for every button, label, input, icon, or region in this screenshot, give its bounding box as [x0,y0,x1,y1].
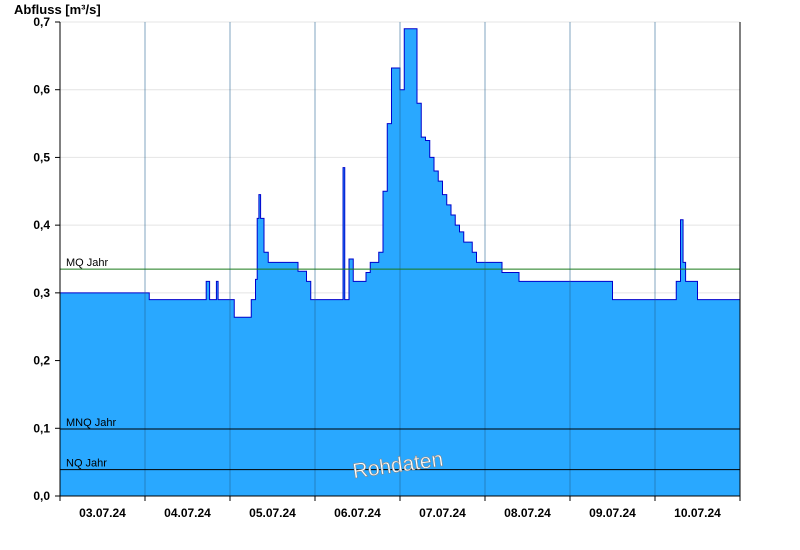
axes [55,21,741,501]
x-tick-label-2: 05.07.24 [249,506,296,520]
reference-lines: MQ Jahr MNQ Jahr NQ Jahr [60,257,740,471]
x-tick-label-1: 04.07.24 [164,506,211,520]
reference-label-mnq-jahr: MNQ Jahr [66,417,116,429]
x-tick-label-3: 06.07.24 [334,506,381,520]
y-tick-label-0: 0,0 [33,489,50,503]
x-tick-label-5: 08.07.24 [504,506,551,520]
x-tick-label-4: 07.07.24 [419,506,466,520]
reference-label-mq-jahr: MQ Jahr [66,257,109,269]
discharge-line [60,28,740,318]
y-axis-title: Abfluss [m³/s] [14,2,101,17]
y-tick-label-1: 0,1 [33,421,50,435]
reference-label-nq-jahr: NQ Jahr [66,458,107,470]
y-tick-label-2: 0,2 [33,354,50,368]
y-tick-label-5: 0,5 [33,150,50,164]
x-tick-label-0: 03.07.24 [79,506,126,520]
y-tick-label-7: 0,7 [33,15,50,29]
x-tick-label-6: 09.07.24 [589,506,636,520]
y-tick-label-4: 0,4 [33,218,50,232]
x-tick-label-7: 10.07.24 [674,506,721,520]
y-tick-label-3: 0,3 [33,286,50,300]
day-separators [144,22,656,496]
tick-labels: 0,0 0,1 0,2 0,3 0,4 0,5 0,6 0,7 03.07.24 04.07.24… [33,15,721,520]
y-tick-label-6: 0,6 [33,83,50,97]
